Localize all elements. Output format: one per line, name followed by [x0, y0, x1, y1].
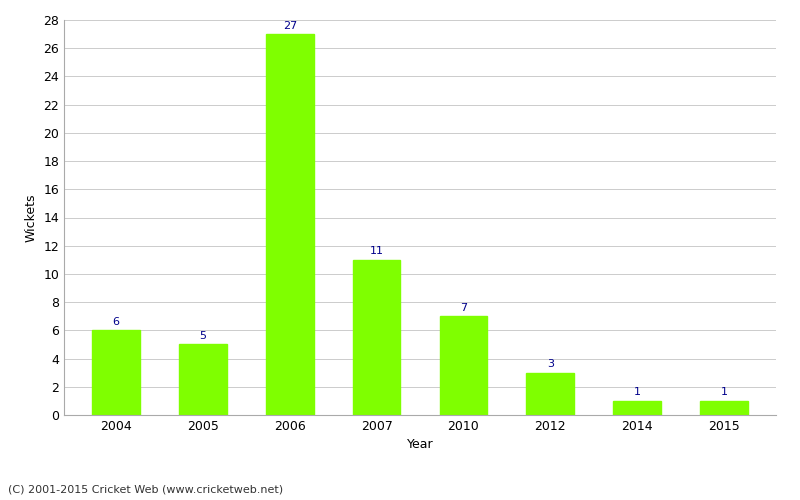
Bar — [92, 330, 140, 415]
Bar — [353, 260, 401, 415]
Text: 11: 11 — [370, 246, 383, 256]
Bar — [526, 372, 574, 415]
Bar — [700, 401, 748, 415]
Text: (C) 2001-2015 Cricket Web (www.cricketweb.net): (C) 2001-2015 Cricket Web (www.cricketwe… — [8, 485, 283, 495]
Text: 27: 27 — [282, 20, 297, 30]
Bar — [439, 316, 487, 415]
Text: 6: 6 — [113, 317, 119, 327]
Text: 1: 1 — [721, 388, 727, 398]
Text: 3: 3 — [546, 359, 554, 369]
X-axis label: Year: Year — [406, 438, 434, 452]
Bar — [613, 401, 661, 415]
Text: 1: 1 — [634, 388, 641, 398]
Text: 5: 5 — [199, 331, 206, 341]
Bar — [266, 34, 314, 415]
Y-axis label: Wickets: Wickets — [25, 193, 38, 242]
Bar — [179, 344, 227, 415]
Text: 7: 7 — [460, 302, 467, 312]
